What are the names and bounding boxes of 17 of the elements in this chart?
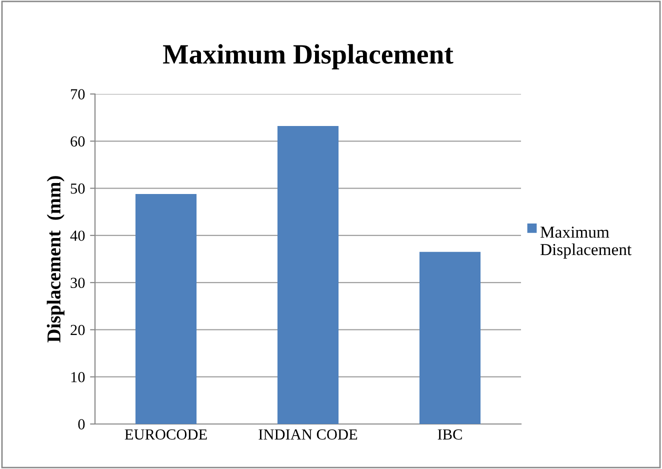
- x-tick-label: IBC: [438, 429, 462, 440]
- x-tick-label: INDIAN CODE: [258, 429, 358, 440]
- y-tick-label: 50: [70, 183, 85, 194]
- y-tick-label: 40: [70, 230, 85, 241]
- y-tick-label: 30: [70, 278, 85, 288]
- bar: [277, 126, 339, 424]
- y-tick-label: 20: [70, 324, 85, 336]
- y-axis-title: Displacement (mm): [46, 176, 64, 342]
- bar: [419, 252, 481, 424]
- bar: [135, 194, 197, 424]
- legend-label: Maximum Displacement: [540, 226, 632, 259]
- y-tick-label: 60: [70, 136, 85, 147]
- x-tick-label: EUROCODE: [124, 429, 207, 440]
- y-tick-label: 0: [78, 419, 85, 430]
- y-tick-label: 70: [71, 89, 85, 100]
- y-tick-label: 10: [71, 372, 85, 382]
- chart-title: Maximum Displacement: [163, 44, 454, 70]
